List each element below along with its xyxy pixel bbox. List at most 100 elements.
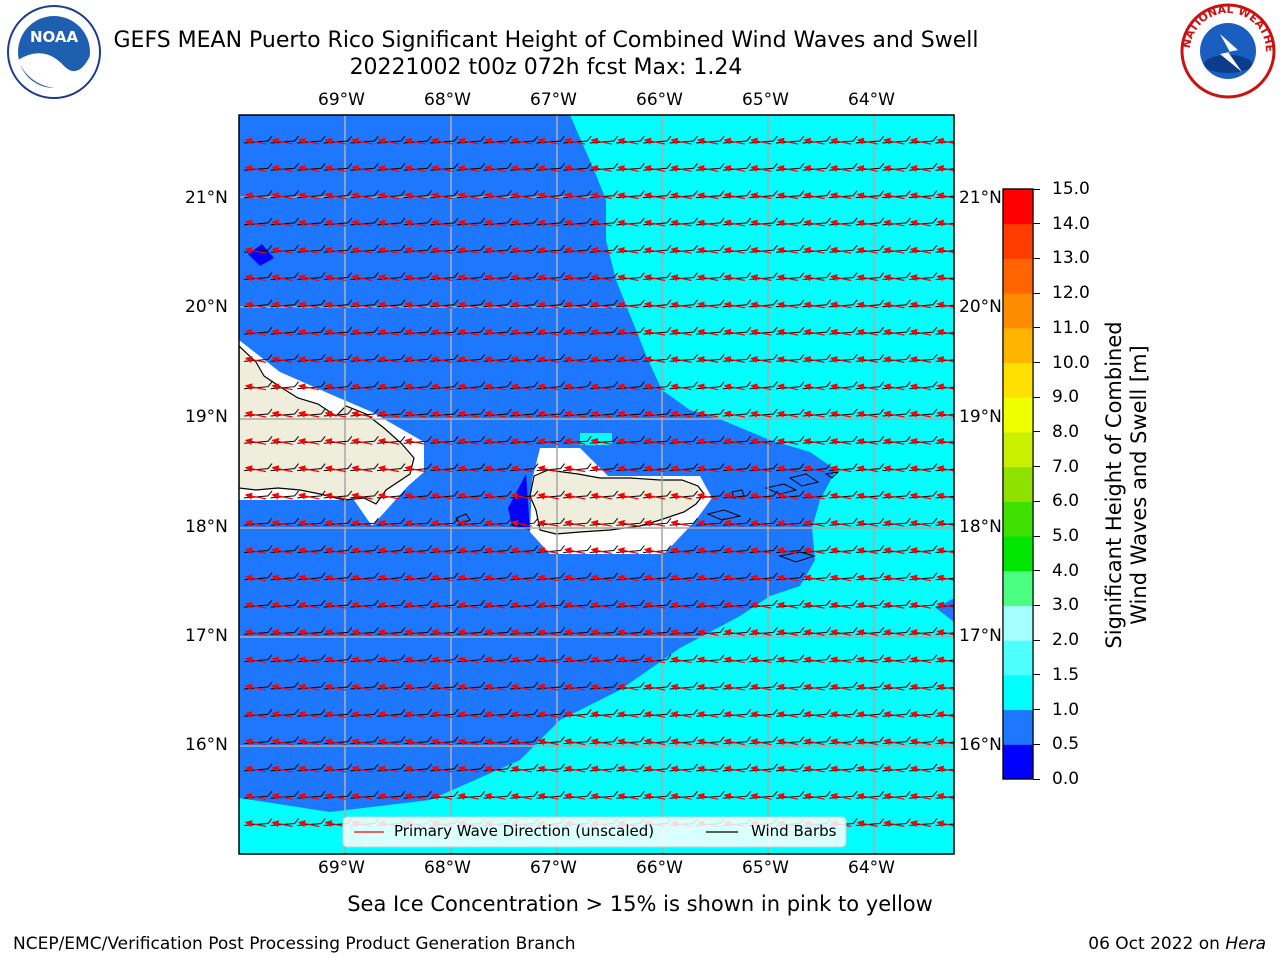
wave-direction-arrow <box>776 410 799 418</box>
wave-direction-arrow <box>564 328 586 336</box>
wave-direction-arrow <box>617 219 639 227</box>
wave-direction-arrow <box>244 410 267 418</box>
wave-direction-arrow <box>697 137 719 145</box>
colorbar-tick-mark <box>1033 396 1040 398</box>
wave-direction-arrow <box>590 274 612 282</box>
wave-direction-arrow <box>936 492 954 500</box>
wave-direction-arrow <box>324 410 346 418</box>
wave-direction-arrow <box>271 137 293 145</box>
colorbar-tick-label: 10.0 <box>1052 352 1090 373</box>
wave-direction-arrow <box>510 710 533 719</box>
wave-direction-arrow <box>564 629 586 637</box>
wave-direction-arrow <box>404 683 426 691</box>
wave-direction-arrow <box>404 519 426 527</box>
wave-direction-arrow <box>776 383 799 391</box>
colorbar-bin <box>1003 501 1033 537</box>
wave-direction-arrow <box>298 547 320 555</box>
colorbar-tick-label: 8.0 <box>1052 421 1080 442</box>
wave-direction-arrow <box>617 656 639 664</box>
wave-direction-arrow <box>697 246 719 254</box>
wave-direction-arrow <box>590 465 612 473</box>
wave-direction-arrow <box>643 492 666 500</box>
wave-direction-arrow <box>404 547 426 555</box>
wave-direction-arrow <box>643 547 666 555</box>
wave-direction-arrow <box>377 492 400 500</box>
wave-direction-arrow <box>643 792 666 800</box>
wave-direction-arrow <box>351 683 373 691</box>
wave-direction-arrow <box>776 274 799 282</box>
colorbar-bin <box>1003 709 1033 745</box>
wave-direction-arrow <box>377 629 400 637</box>
wave-direction-arrow <box>697 629 719 637</box>
wave-direction-arrow <box>377 465 400 473</box>
wave-direction-arrow <box>377 356 400 364</box>
wave-direction-arrow <box>697 383 719 391</box>
wave-direction-arrow <box>697 656 719 664</box>
wave-direction-arrow <box>776 437 799 446</box>
wave-direction-arrow <box>244 328 267 336</box>
wave-direction-arrow <box>617 519 639 527</box>
wave-direction-arrow <box>803 492 825 500</box>
colorbar-tick-mark <box>1033 743 1040 745</box>
wave-direction-arrow <box>271 492 293 500</box>
wave-direction-arrow <box>936 574 954 582</box>
wave-direction-arrow <box>271 219 293 227</box>
wave-direction-arrow <box>697 574 719 582</box>
lat-label-right: 20°N <box>959 297 1002 317</box>
wave-direction-arrow <box>324 792 346 800</box>
wave-direction-arrow <box>883 246 905 254</box>
wave-direction-arrow <box>404 137 426 145</box>
lat-label-right: 18°N <box>959 517 1002 537</box>
wave-direction-arrow <box>643 164 666 173</box>
wave-direction-arrow <box>750 301 772 309</box>
colorbar-bin <box>1003 640 1033 676</box>
colorbar-tick-mark <box>1033 292 1040 294</box>
wave-direction-arrow <box>324 519 346 527</box>
wave-direction-arrow <box>830 547 852 555</box>
wave-direction-arrow <box>298 465 320 473</box>
wave-direction-arrow <box>244 792 267 800</box>
wave-direction-arrow <box>510 219 533 227</box>
lat-label-left: 19°N <box>185 407 228 427</box>
wave-direction-arrow <box>909 164 932 173</box>
wave-direction-arrow <box>377 601 400 609</box>
wave-direction-arrow <box>909 274 932 282</box>
wave-direction-arrow <box>803 437 825 446</box>
wave-direction-arrow <box>564 164 586 173</box>
colorbar-bin <box>1003 327 1033 364</box>
wave-direction-arrow <box>457 765 479 773</box>
wave-direction-arrow <box>856 246 878 254</box>
wave-direction-arrow <box>617 410 639 418</box>
wave-direction-arrow <box>298 656 320 664</box>
wave-direction-arrow <box>590 519 612 527</box>
wave-direction-arrow <box>457 301 479 309</box>
wave-direction-arrow <box>643 519 666 527</box>
wave-direction-arrow <box>377 738 400 746</box>
wave-direction-arrow <box>697 274 719 282</box>
wave-direction-arrow <box>431 192 453 200</box>
wave-direction-arrow <box>564 192 586 200</box>
wave-direction-arrow <box>750 601 772 609</box>
wave-direction-arrow <box>883 164 905 173</box>
wave-direction-arrow <box>883 219 905 227</box>
wave-direction-arrow <box>324 137 346 145</box>
wave-direction-arrow <box>803 219 825 227</box>
wave-direction-arrow <box>484 547 506 555</box>
wave-direction-arrow <box>723 547 745 555</box>
colorbar-bin <box>1003 536 1033 572</box>
wave-direction-arrow <box>431 738 453 746</box>
wave-direction-arrow <box>936 683 954 691</box>
wave-direction-arrow <box>298 820 320 828</box>
wave-direction-arrow <box>617 246 639 254</box>
wave-direction-arrow <box>351 765 373 773</box>
lon-label-top: 67°W <box>530 90 577 110</box>
lon-label-bottom: 64°W <box>848 858 895 878</box>
colorbar-tick-mark <box>1033 674 1040 676</box>
wave-direction-arrow <box>271 547 293 555</box>
wave-direction-arrow <box>830 192 852 200</box>
wave-direction-arrow <box>697 601 719 609</box>
wave-direction-arrow <box>670 410 692 418</box>
wave-direction-arrow <box>803 765 825 773</box>
wave-direction-arrow <box>750 574 772 582</box>
wave-direction-arrow <box>830 792 852 800</box>
